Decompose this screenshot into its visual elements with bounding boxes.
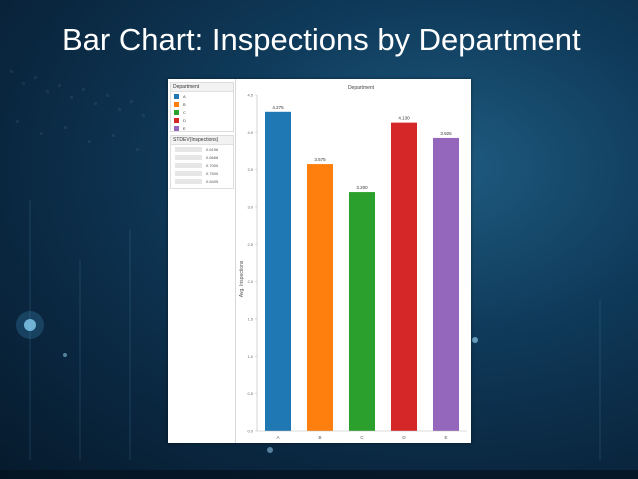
- x-tick-label: B: [318, 435, 321, 440]
- bars: 4.275 3.575 3.200 4.130 3.925: [264, 105, 460, 432]
- x-tick-label: D: [402, 435, 406, 440]
- footer-band: [0, 470, 638, 479]
- y-tick-label: 1.0: [247, 354, 253, 359]
- bar-c: [348, 192, 376, 431]
- y-tick-label: 1.5: [247, 317, 253, 322]
- legend-title: Department: [171, 83, 233, 92]
- legend-label: B: [183, 101, 186, 107]
- y-axis: 0.0 0.5 1.0 1.5 2.0 2.5 3.0 3.5 4.0 4.5: [247, 93, 258, 434]
- slide-title: Bar Chart: Inspections by Department: [62, 22, 581, 57]
- legend-label: A: [183, 93, 186, 99]
- glow-dot: [24, 319, 36, 331]
- legend-swatch: [174, 101, 179, 107]
- side-panel: Department A B C D E STDEV(In: [168, 79, 236, 443]
- y-tick-label: 2.0: [247, 279, 253, 284]
- stdev-title: STDEV(Inspections): [171, 136, 233, 145]
- legend-item[interactable]: B: [171, 100, 233, 108]
- legend-item[interactable]: E: [171, 124, 233, 132]
- y-tick-label: 0.5: [247, 391, 253, 396]
- y-tick-label: 3.0: [247, 205, 253, 210]
- stdev-value: 0.7000: [206, 162, 219, 168]
- legend-label: E: [183, 125, 186, 131]
- bar-value-label: 3.575: [314, 157, 326, 162]
- legend-swatch: [174, 125, 179, 131]
- bar-value-label: 4.130: [398, 116, 410, 121]
- glow-halo: [16, 311, 44, 339]
- stdev-bar: [175, 162, 202, 168]
- bar-value-label: 4.275: [272, 105, 284, 110]
- legend: Department A B C D E: [170, 82, 234, 132]
- bar-e: [432, 137, 460, 431]
- y-axis-label: Avg. Inspections: [239, 260, 245, 297]
- glow-dot: [63, 353, 67, 357]
- x-tick-label: E: [444, 435, 447, 440]
- stdev-bar: [175, 178, 202, 184]
- stdev-value: 0.6405: [206, 178, 219, 184]
- legend-label: C: [183, 109, 186, 115]
- legend-swatch: [174, 109, 179, 115]
- bar-chart: Department Avg. Inspections 0.0 0.5 1.0 1.5…: [239, 85, 467, 440]
- stdev-bar: [175, 170, 202, 176]
- stdev-legend: STDEV(Inspections) 0.6196 0.6668 0.7000 …: [170, 135, 234, 189]
- legend-item[interactable]: C: [171, 108, 233, 116]
- glow-dot: [267, 447, 273, 453]
- y-tick-label: 4.0: [247, 130, 253, 135]
- stdev-item: 0.7500: [171, 169, 233, 177]
- x-tick-label: C: [360, 435, 364, 440]
- y-tick-label: 2.5: [247, 242, 253, 247]
- bar-value-label: 3.925: [440, 131, 452, 136]
- stdev-bar: [175, 146, 202, 152]
- stdev-value: 0.6668: [206, 154, 219, 160]
- legend-item[interactable]: D: [171, 116, 233, 124]
- x-axis: A B C D E: [257, 430, 467, 440]
- bar-value-label: 3.200: [356, 185, 368, 190]
- bar-b: [306, 164, 334, 432]
- stdev-item: 0.6405: [171, 177, 233, 185]
- stdev-value: 0.6196: [206, 146, 219, 152]
- stdev-item: 0.6196: [171, 145, 233, 153]
- x-tick-label: A: [276, 435, 279, 440]
- legend-item[interactable]: A: [171, 92, 233, 100]
- chart-panel: Department A B C D E STDEV(In: [168, 79, 471, 443]
- y-tick-label: 3.5: [247, 167, 253, 172]
- y-tick-label: 0.0: [247, 429, 253, 434]
- legend-label: D: [183, 117, 186, 123]
- chart-title: Department: [348, 85, 375, 91]
- stdev-value: 0.7500: [206, 170, 219, 176]
- legend-swatch: [174, 117, 179, 123]
- stdev-bar: [175, 154, 202, 160]
- legend-swatch: [174, 93, 179, 99]
- stdev-item: 0.6668: [171, 153, 233, 161]
- y-tick-label: 4.5: [247, 93, 253, 98]
- bar-d: [390, 122, 418, 432]
- bar-a: [264, 111, 292, 432]
- glow-dot: [472, 337, 478, 343]
- stdev-item: 0.7000: [171, 161, 233, 169]
- dot-matrix-decoration: [10, 70, 145, 151]
